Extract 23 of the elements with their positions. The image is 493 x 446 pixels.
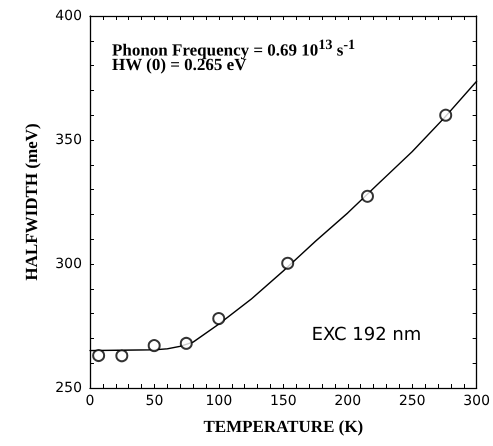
point — [148, 339, 161, 352]
annotation: Phonon Frequency = 0.69 10$^{13}$ s$^{-1}$ — [112, 36, 356, 60]
point — [281, 256, 294, 270]
point — [360, 190, 374, 203]
x-tick-label: 250 — [398, 393, 426, 409]
point — [212, 312, 226, 326]
x-tick-label: 0 — [86, 393, 94, 409]
point — [439, 108, 452, 122]
x-tick-label: 100 — [206, 393, 232, 409]
point — [92, 349, 106, 362]
y-tick-label: 350 — [55, 132, 82, 148]
y-tick-label: 250 — [55, 380, 82, 396]
y-tick-label: 400 — [55, 8, 82, 24]
x-tick-label: 150 — [270, 393, 297, 409]
y-axis-title: HALFWIDTH (meV) — [22, 123, 41, 281]
x-axis-title: TEMPERATURE (K) — [203, 417, 364, 436]
annotation: EXC 192 nm — [312, 324, 422, 345]
x-tick-label: 50 — [146, 393, 164, 409]
x-tick-label: 300 — [463, 393, 490, 409]
y-tick-label: 300 — [55, 256, 82, 272]
point — [180, 336, 193, 350]
x-tick-label: 200 — [334, 393, 362, 409]
point — [115, 349, 128, 362]
